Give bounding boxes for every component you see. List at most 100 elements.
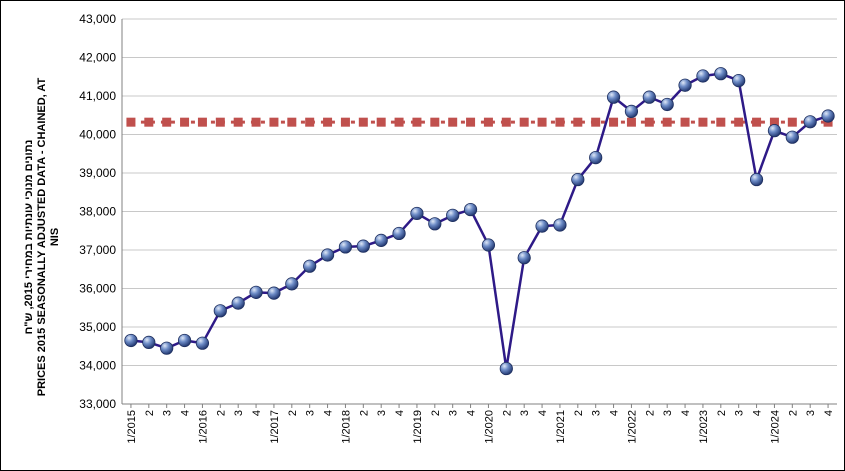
reference-marker: [126, 117, 136, 127]
data-point: [124, 333, 138, 348]
reference-marker: [626, 117, 636, 127]
x-tick-label: 4: [609, 410, 621, 416]
x-tick-label: 4: [394, 410, 406, 416]
x-tick-label: 1/2018: [340, 410, 352, 444]
x-tick-label: 2: [573, 410, 585, 416]
data-point: [356, 239, 370, 253]
reference-marker: [340, 117, 350, 127]
y-tick-label: 39,000: [79, 166, 116, 180]
y-tick-label: 38,000: [79, 205, 116, 219]
x-tick-label: 2: [430, 410, 442, 416]
x-tick-label: 3: [805, 410, 817, 416]
reference-marker: [483, 117, 493, 127]
data-point: [142, 335, 156, 349]
data-point: [642, 90, 656, 104]
x-tick-label: 1/2023: [698, 410, 710, 444]
x-tick-label: 3: [519, 410, 531, 416]
data-point: [177, 333, 192, 348]
reference-marker: [376, 117, 386, 127]
y-tick-label: 37,000: [79, 243, 116, 257]
x-tick-label: 2: [644, 410, 656, 416]
reference-marker: [323, 117, 333, 127]
main-series: [124, 67, 835, 376]
reference-marker: [144, 117, 154, 127]
data-point: [624, 104, 639, 119]
data-point: [714, 67, 728, 81]
x-tick-label: 2: [501, 410, 513, 416]
x-tick-label: 3: [305, 410, 317, 416]
y-axis-title-line-3: NIS: [49, 228, 61, 246]
x-tick-label: 3: [233, 410, 245, 416]
x-tick-label: 4: [823, 410, 835, 416]
data-point: [249, 285, 263, 299]
data-point: [749, 172, 764, 187]
x-tick-label: 2: [215, 410, 227, 416]
x-axis-ticks: 1/2015 2 3 4 1/2016 2 3 4 1/2017 2 3 4 1/2018 2 3 4 1/20…: [126, 404, 835, 444]
x-tick-label: 2: [287, 410, 299, 416]
y-tick-label: 40,000: [79, 128, 116, 142]
reference-marker: [180, 117, 190, 127]
reference-marker: [251, 117, 261, 127]
data-point: [571, 172, 585, 187]
data-point: [338, 240, 353, 254]
reference-marker: [287, 117, 297, 127]
x-tick-label: 4: [323, 410, 335, 416]
x-tick-label: 1/2022: [626, 410, 638, 444]
reference-marker: [573, 117, 583, 127]
x-tick-label: 3: [448, 410, 460, 416]
data-point: [374, 233, 388, 247]
data-point: [303, 259, 317, 273]
data-point: [267, 286, 281, 300]
reference-marker: [501, 117, 511, 127]
reference-marker: [769, 117, 779, 127]
x-tick-label: 1/2021: [555, 410, 567, 444]
y-axis-ticks: 33,000 34,000 35,000 36,000 37,000 38,000 39,0…: [79, 12, 116, 411]
x-tick-label: 3: [162, 410, 174, 416]
reference-marker: [197, 117, 207, 127]
reference-marker: [716, 117, 726, 127]
data-point: [231, 296, 245, 310]
main-line: [130, 72, 829, 370]
data-point: [767, 124, 782, 138]
y-tick-label: 36,000: [79, 282, 116, 296]
data-point: [446, 208, 460, 222]
reference-marker: [305, 117, 315, 127]
reference-marker: [233, 117, 243, 127]
reference-marker: [591, 117, 601, 127]
y-tick-label: 41,000: [79, 89, 116, 103]
reference-marker: [662, 117, 672, 127]
data-point: [213, 304, 227, 318]
y-tick-label: 35,000: [79, 320, 116, 334]
x-tick-label: 4: [680, 410, 692, 416]
y-tick-label: 34,000: [79, 359, 116, 373]
plot-area: [121, 19, 837, 405]
data-point: [517, 251, 531, 265]
reference-marker: [215, 117, 225, 127]
reference-marker: [734, 117, 744, 127]
x-tick-label: 2: [787, 410, 799, 416]
x-tick-label: 4: [251, 410, 263, 416]
data-point: [696, 69, 710, 83]
data-point: [392, 226, 406, 241]
y-axis-title: נתונים מנוכי עונתיות במחירי 2015, ש"ח PR…: [23, 78, 61, 397]
reference-marker: [537, 117, 547, 127]
y-tick-label: 43,000: [79, 12, 116, 26]
x-tick-label: 3: [734, 410, 746, 416]
y-axis-title-line-1: נתונים מנוכי עונתיות במחירי 2015, ש"ח: [23, 140, 35, 335]
x-tick-label: 1/2020: [483, 410, 495, 444]
x-tick-label: 2: [144, 410, 156, 416]
reference-marker: [394, 117, 404, 127]
reference-marker: [412, 117, 422, 127]
x-tick-label: 1/2015: [126, 410, 138, 444]
reference-marker: [609, 117, 619, 127]
data-point: [320, 248, 335, 262]
x-tick-label: 3: [662, 410, 674, 416]
y-axis-title-line-2: PRICES 2015 SEASONALLY ADJUSTED DATA - C…: [36, 78, 48, 397]
data-point: [535, 219, 549, 233]
y-tick-label: 42,000: [79, 51, 116, 65]
x-tick-label: 1/2019: [412, 410, 424, 444]
data-point: [660, 97, 674, 112]
data-point: [428, 217, 442, 231]
reference-marker: [430, 117, 440, 127]
